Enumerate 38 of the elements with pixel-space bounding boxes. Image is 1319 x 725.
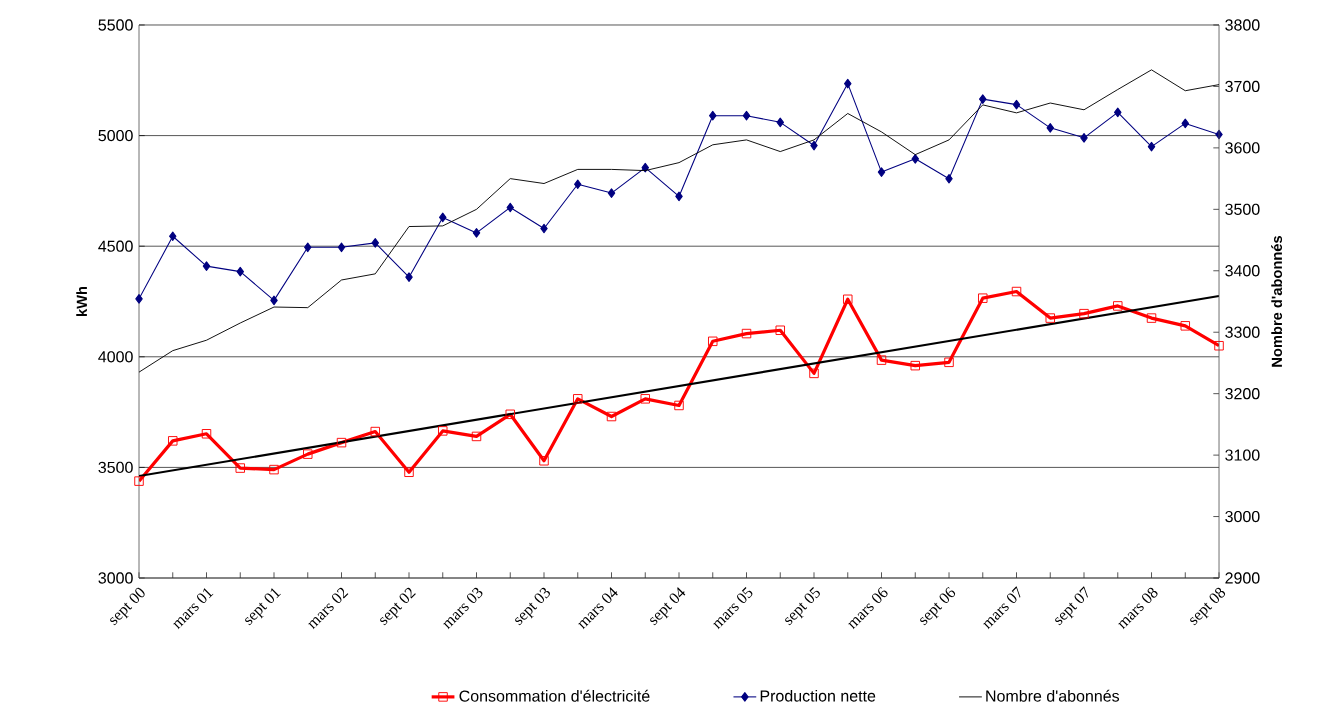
- x-tick-label: sept 03: [515, 587, 550, 626]
- y-tick-label: 3000: [98, 572, 133, 584]
- x-tick-label: mars 02: [307, 587, 349, 630]
- x-tick-label: mars 03: [442, 587, 483, 630]
- x-tick-label: sept 05: [785, 587, 820, 626]
- x-tick-label: mars 06: [847, 586, 888, 630]
- y-tick-label: 4500: [98, 240, 133, 252]
- x-tick-label: sept 06: [920, 586, 956, 626]
- y2-tick-label: 3600: [1225, 142, 1260, 154]
- y2-tick-label: 3800: [1225, 19, 1260, 31]
- y2-tick-label: 2900: [1225, 572, 1260, 584]
- y2-tick-label: 3200: [1225, 388, 1260, 400]
- x-tick-label: sept 02: [380, 587, 416, 626]
- x-tick-label: sept 01: [245, 588, 281, 626]
- x-tick-label: mars 05: [712, 587, 753, 630]
- x-tick-label: sept 07: [1055, 586, 1088, 626]
- y-tick-label: 5000: [98, 129, 133, 142]
- x-tick-label: mars 04: [577, 587, 618, 630]
- x-tick-label: mars 01: [172, 588, 214, 630]
- x-tick-label: mars 07: [982, 586, 1021, 630]
- y2-tick-label: 3300: [1225, 326, 1260, 338]
- legend-label: Nombre d'abonnés: [986, 689, 1120, 702]
- y2-tick-label: 3400: [1225, 265, 1260, 277]
- y-tick-label: 5500: [98, 19, 133, 31]
- y-tick-label: 4000: [98, 351, 133, 363]
- y2-tick-label: 3500: [1225, 203, 1260, 215]
- x-tick-label: sept 00: [110, 587, 145, 626]
- y-tick-label: 3500: [98, 461, 133, 474]
- y-axis-title: kWh: [76, 286, 87, 316]
- x-tick-label: mars 08: [1117, 587, 1158, 630]
- legend-label: Production nette: [760, 689, 876, 702]
- y2-tick-label: 3000: [1225, 510, 1260, 523]
- x-tick-label: sept 04: [650, 587, 686, 626]
- legend-label: Consommation d'électricité: [459, 689, 650, 702]
- y2-axis-title: Nombre d'abonnés: [1271, 235, 1283, 367]
- y2-tick-label: 3100: [1225, 449, 1260, 461]
- x-tick-label: sept 08: [1190, 587, 1226, 626]
- y2-tick-label: 3700: [1225, 80, 1260, 93]
